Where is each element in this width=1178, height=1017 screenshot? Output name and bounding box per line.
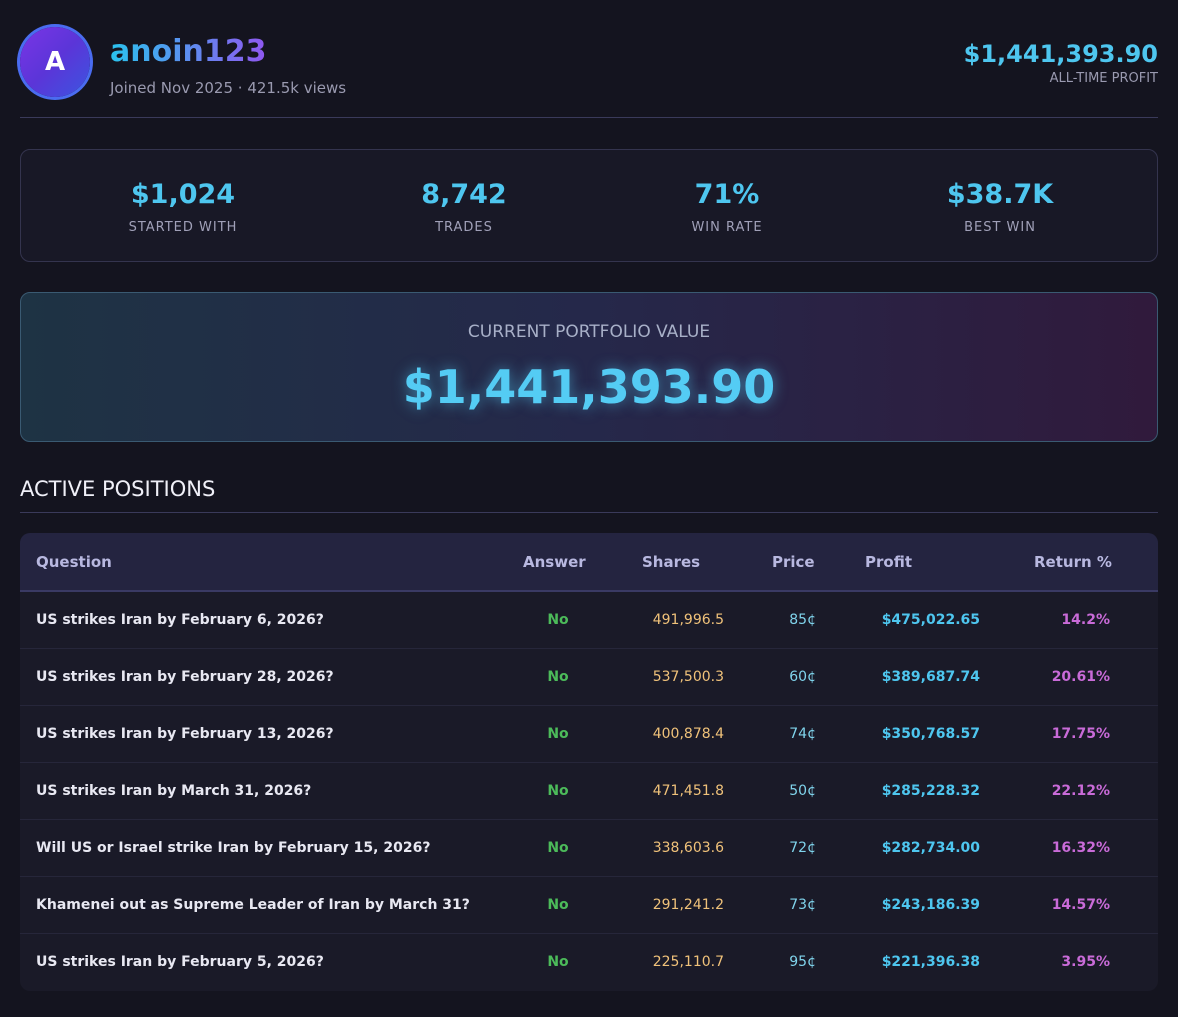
portfolio-value-label: CURRENT PORTFOLIO VALUE: [467, 322, 711, 342]
cell-profit: $285,228.32: [881, 783, 980, 799]
cell-question[interactable]: US strikes Iran by February 13, 2026?: [36, 726, 334, 742]
cell-return: 20.61%: [1051, 669, 1110, 685]
cell-price: 73¢: [789, 897, 816, 913]
cell-return: 22.12%: [1051, 783, 1110, 799]
cell-answer: No: [547, 783, 569, 799]
cell-profit: $350,768.57: [881, 726, 980, 742]
cell-question[interactable]: Will US or Israel strike Iran by Februar…: [36, 840, 431, 856]
cell-answer: No: [547, 669, 569, 685]
cell-profit: $243,186.39: [881, 897, 980, 913]
cell-answer: No: [547, 897, 569, 913]
table-row[interactable]: US strikes Iran by February 5, 2026? No …: [20, 934, 1158, 991]
profile-header: A anoin123 Joined Nov 2025 · 421.5k view…: [20, 0, 1158, 118]
column-header-profit[interactable]: Profit: [865, 553, 912, 571]
cell-shares: 225,110.7: [652, 954, 724, 970]
column-header-return[interactable]: Return %: [1034, 553, 1112, 571]
table-row[interactable]: US strikes Iran by March 31, 2026? No 47…: [20, 763, 1158, 820]
positions-table: Question Answer Shares Price Profit Retu…: [20, 533, 1158, 991]
cell-return: 3.95%: [1061, 954, 1110, 970]
stat-label: WIN RATE: [691, 220, 763, 235]
table-row[interactable]: US strikes Iran by February 13, 2026? No…: [20, 706, 1158, 763]
cell-answer: No: [547, 954, 569, 970]
cell-shares: 491,996.5: [652, 612, 724, 628]
portfolio-value-card: CURRENT PORTFOLIO VALUE $1,441,393.90: [20, 292, 1158, 442]
table-row[interactable]: US strikes Iran by February 6, 2026? No …: [20, 592, 1158, 649]
stat-trades: 8,742 TRADES: [344, 150, 584, 263]
stat-win-rate: 71% WIN RATE: [607, 150, 847, 263]
table-row[interactable]: US strikes Iran by February 28, 2026? No…: [20, 649, 1158, 706]
cell-question[interactable]: US strikes Iran by March 31, 2026?: [36, 783, 312, 799]
stat-label: STARTED WITH: [128, 220, 238, 235]
cell-answer: No: [547, 612, 569, 628]
cell-profit: $389,687.74: [881, 669, 980, 685]
all-time-profit-value: $1,441,393.90: [963, 40, 1158, 68]
cell-price: 50¢: [789, 783, 816, 799]
all-time-profit-label: ALL-TIME PROFIT: [1049, 71, 1158, 86]
cell-shares: 471,451.8: [652, 783, 724, 799]
table-header: Question Answer Shares Price Profit Retu…: [20, 533, 1158, 592]
cell-shares: 537,500.3: [652, 669, 724, 685]
cell-question[interactable]: Khamenei out as Supreme Leader of Iran b…: [36, 897, 470, 913]
username[interactable]: anoin123: [110, 34, 267, 69]
stat-started-with: $1,024 STARTED WITH: [63, 150, 303, 263]
cell-shares: 338,603.6: [652, 840, 724, 856]
stat-value: 8,742: [421, 179, 507, 210]
active-positions-title: ACTIVE POSITIONS: [20, 476, 1158, 513]
avatar[interactable]: A: [20, 27, 90, 97]
cell-answer: No: [547, 726, 569, 742]
table-row[interactable]: Will US or Israel strike Iran by Februar…: [20, 820, 1158, 877]
stat-best-win: $38.7K BEST WIN: [880, 150, 1120, 263]
cell-profit: $221,396.38: [881, 954, 980, 970]
cell-answer: No: [547, 840, 569, 856]
cell-return: 14.2%: [1061, 612, 1110, 628]
cell-shares: 291,241.2: [652, 897, 724, 913]
cell-profit: $475,022.65: [881, 612, 980, 628]
cell-return: 17.75%: [1051, 726, 1110, 742]
column-header-price[interactable]: Price: [772, 553, 815, 571]
cell-question[interactable]: US strikes Iran by February 28, 2026?: [36, 669, 334, 685]
cell-price: 85¢: [789, 612, 816, 628]
cell-question[interactable]: US strikes Iran by February 5, 2026?: [36, 954, 324, 970]
stat-value: $1,024: [130, 179, 236, 210]
stat-value: 71%: [694, 179, 760, 210]
cell-price: 72¢: [789, 840, 816, 856]
column-header-question[interactable]: Question: [36, 553, 112, 571]
cell-question[interactable]: US strikes Iran by February 6, 2026?: [36, 612, 324, 628]
stat-value: $38.7K: [946, 179, 1054, 210]
joined-info: Joined Nov 2025 · 421.5k views: [110, 79, 347, 97]
stat-label: TRADES: [435, 220, 493, 235]
cell-price: 60¢: [789, 669, 816, 685]
cell-return: 14.57%: [1051, 897, 1110, 913]
cell-shares: 400,878.4: [652, 726, 724, 742]
column-header-shares[interactable]: Shares: [642, 553, 701, 571]
profile-page: A anoin123 Joined Nov 2025 · 421.5k view…: [20, 0, 1158, 991]
stat-label: BEST WIN: [964, 220, 1036, 235]
cell-return: 16.32%: [1051, 840, 1110, 856]
cell-price: 74¢: [789, 726, 816, 742]
cell-price: 95¢: [789, 954, 816, 970]
portfolio-value: $1,441,393.90: [402, 360, 776, 414]
table-row[interactable]: Khamenei out as Supreme Leader of Iran b…: [20, 877, 1158, 934]
cell-profit: $282,734.00: [881, 840, 980, 856]
column-header-answer[interactable]: Answer: [523, 553, 586, 571]
stats-panel: $1,024 STARTED WITH 8,742 TRADES 71% WIN…: [20, 149, 1158, 262]
